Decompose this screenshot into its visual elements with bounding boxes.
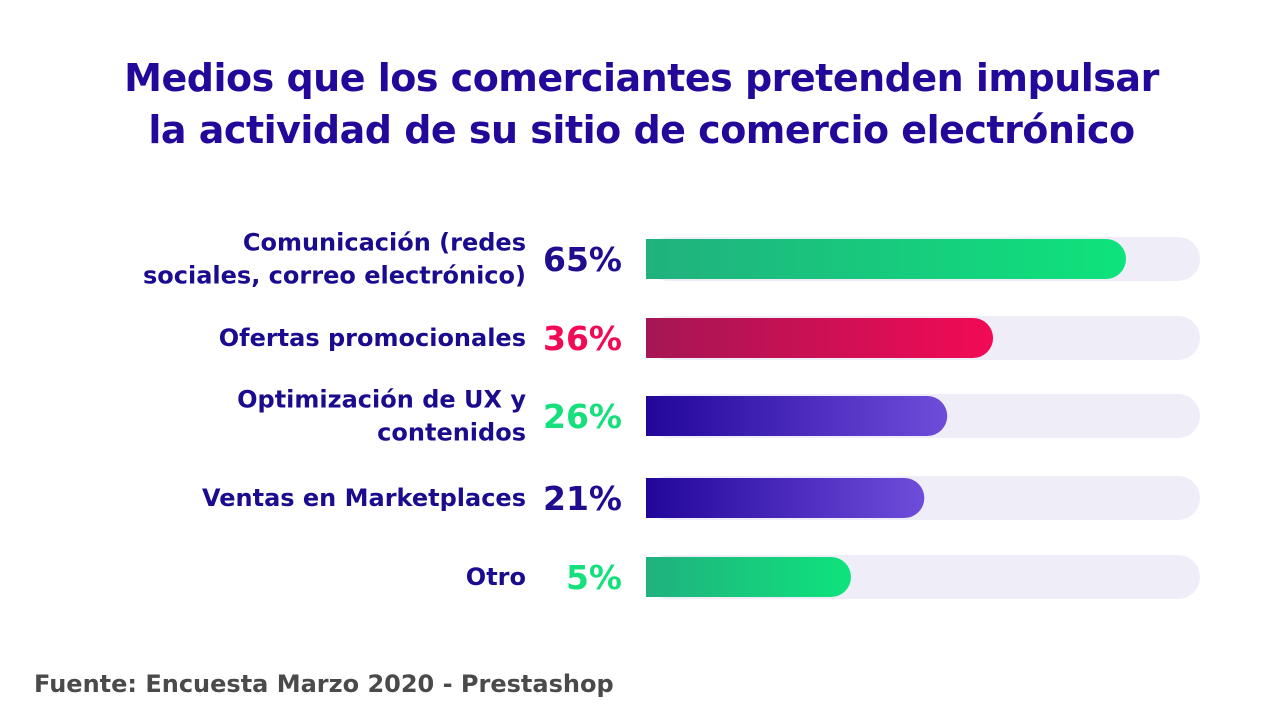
category-label: Otro: [466, 563, 526, 591]
chart-title: Medios que los comerciantes pretenden im…: [0, 52, 1283, 156]
chart-title-line-2: la actividad de su sitio de comercio ele…: [148, 108, 1135, 152]
bar: [646, 396, 948, 436]
value-label: 5%: [566, 558, 622, 597]
bar: [646, 318, 994, 358]
chart-row: 36% Ofertas promocionales: [219, 316, 1200, 360]
category-label: contenidos: [377, 419, 526, 447]
category-label: Optimización de UX y: [237, 386, 526, 414]
category-label: sociales, correo electrónico): [143, 262, 526, 290]
category-label: Ventas en Marketplaces: [202, 484, 526, 512]
value-label: 65%: [543, 240, 622, 279]
bar: [646, 239, 1126, 279]
chart-row: 5% Otro: [466, 555, 1200, 599]
category-label: Comunicación (redes: [243, 229, 526, 257]
bar: [646, 478, 925, 518]
value-label: 26%: [543, 397, 622, 436]
chart-row: 26% Optimización de UX y contenidos: [237, 386, 1200, 447]
chart-row: 21% Ventas en Marketplaces: [202, 476, 1200, 520]
category-label: Ofertas promocionales: [219, 324, 526, 352]
source-note: Fuente: Encuesta Marzo 2020 - Prestashop: [34, 670, 614, 698]
value-label: 21%: [543, 479, 622, 518]
value-label: 36%: [543, 319, 622, 358]
chart-rows: 65% Comunicación (redes sociales, correo e…: [143, 229, 1200, 599]
bar: [646, 557, 851, 597]
chart-title-line-1: Medios que los comerciantes pretenden im…: [124, 56, 1159, 100]
chart-row: 65% Comunicación (redes sociales, correo e…: [143, 229, 1200, 290]
